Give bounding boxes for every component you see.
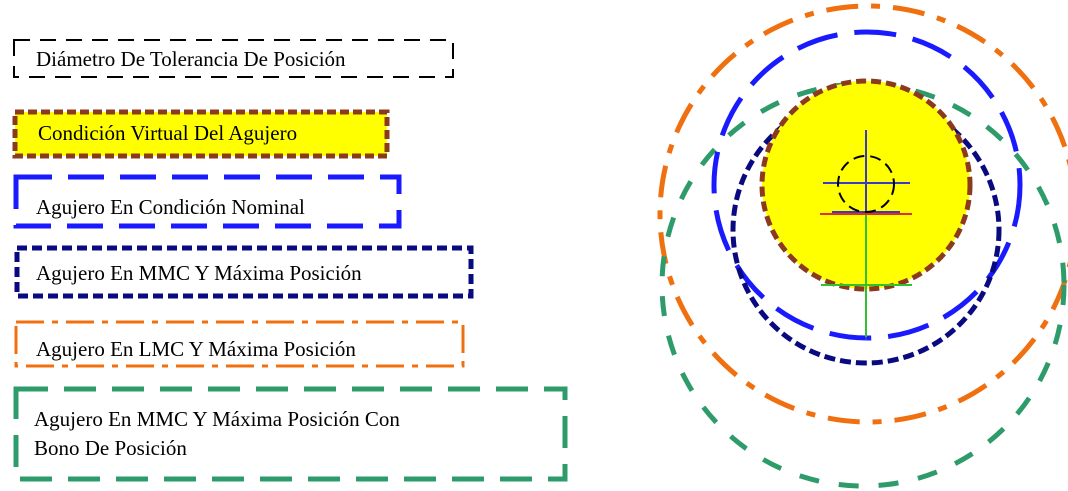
legend-label-mmc-bonus-line2: Bono De Posición	[34, 436, 187, 460]
legend-swatch-virtual-condition	[12, 109, 390, 159]
legend-label-virtual-condition: Condición Virtual Del Agujero	[38, 121, 297, 145]
legend-swatch-lmc-max	[14, 320, 465, 368]
circle-diagram	[657, 3, 1068, 489]
circle-mmc-bonus	[659, 81, 1067, 489]
legend-item-position-tolerance: Diámetro De Tolerancia De Posición	[13, 39, 454, 78]
legend-item-nominal: Agujero En Condición Nominal	[13, 174, 402, 229]
legend-label-mmc-bonus-line1: Agujero En MMC Y Máxima Posición Con	[34, 407, 400, 431]
legend-swatch-nominal	[13, 174, 402, 229]
legend-label-mmc-max: Agujero En MMC Y Máxima Posición	[36, 261, 362, 285]
legend-item-virtual-condition: Condición Virtual Del Agujero	[12, 109, 390, 159]
legend-label-position-tolerance: Diámetro De Tolerancia De Posición	[36, 47, 346, 71]
circle-lmc-max	[657, 3, 1068, 425]
legend-item-mmc-bonus: Agujero En MMC Y Máxima Posición Con Bon…	[13, 386, 568, 482]
legend-swatch-mmc-max	[14, 245, 474, 299]
legend-swatch-position-tolerance	[13, 39, 454, 78]
legend-swatch-mmc-bonus	[13, 386, 568, 482]
legend-label-nominal: Agujero En Condición Nominal	[36, 195, 305, 219]
legend-item-mmc-max: Agujero En MMC Y Máxima Posición	[14, 245, 474, 299]
legend-label-lmc-max: Agujero En LMC Y Máxima Posición	[36, 337, 356, 361]
legend-item-lmc-max: Agujero En LMC Y Máxima Posición	[14, 320, 465, 368]
legend: Diámetro De Tolerancia De Posición Condi…	[12, 39, 568, 482]
circle-position-tolerance	[837, 155, 895, 213]
